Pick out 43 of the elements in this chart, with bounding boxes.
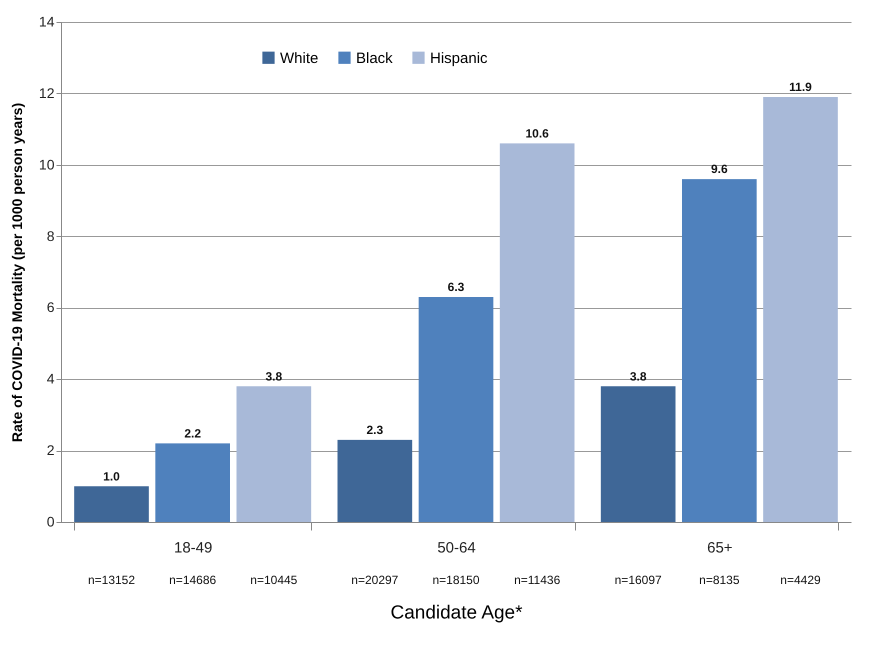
bar [500,143,574,522]
y-tick-label: 4 [46,370,55,387]
data-label: 2.3 [366,422,384,437]
bar [155,443,230,522]
x-tick-label: 65+ [707,540,733,556]
x-axis-title: Candidate Age* [390,602,524,624]
text: n=14686 [169,573,217,587]
legend-label: White [280,50,318,67]
text: n=8135 [699,573,740,587]
text: n=11436 [514,573,561,587]
text: n=4429 [780,573,822,587]
y-tick-label: 12 [38,84,55,101]
data-label: 3.8 [265,369,282,384]
y-tick-label: 10 [38,156,55,172]
text: n=16097 [614,573,662,587]
bar [236,386,312,522]
y-tick-label: 8 [46,228,55,244]
bar [418,297,494,522]
bar [600,386,676,522]
bar [763,97,838,522]
legend-label: Black [356,50,394,67]
data-label: 2.2 [184,426,202,440]
bar [682,179,757,522]
y-tick-label: 0 [46,514,55,530]
y-tick-label: 2 [46,442,55,458]
data-label: 9.6 [710,162,728,176]
y-tick-label: 6 [46,299,55,316]
bar [338,440,412,522]
x-tick-label: 50-64 [437,540,476,556]
text: n=20297 [351,573,399,587]
data-label: 6.3 [448,280,465,294]
data-label: 3.8 [630,369,647,384]
data-label: 11.9 [789,80,812,94]
y-tick-label: 14 [38,14,55,30]
text: n=13152 [88,573,136,587]
text: n=10445 [250,573,298,587]
text: n=18150 [432,573,480,587]
x-tick-label: 18-49 [174,540,212,556]
data-label: 1.0 [103,469,120,484]
data-label: 10.6 [525,126,550,140]
y-axis-title: Rate of COVID-19 Mortality (per 1000 person years) [8,102,25,442]
legend-label: Hispanic [430,50,488,67]
bar [74,486,149,522]
